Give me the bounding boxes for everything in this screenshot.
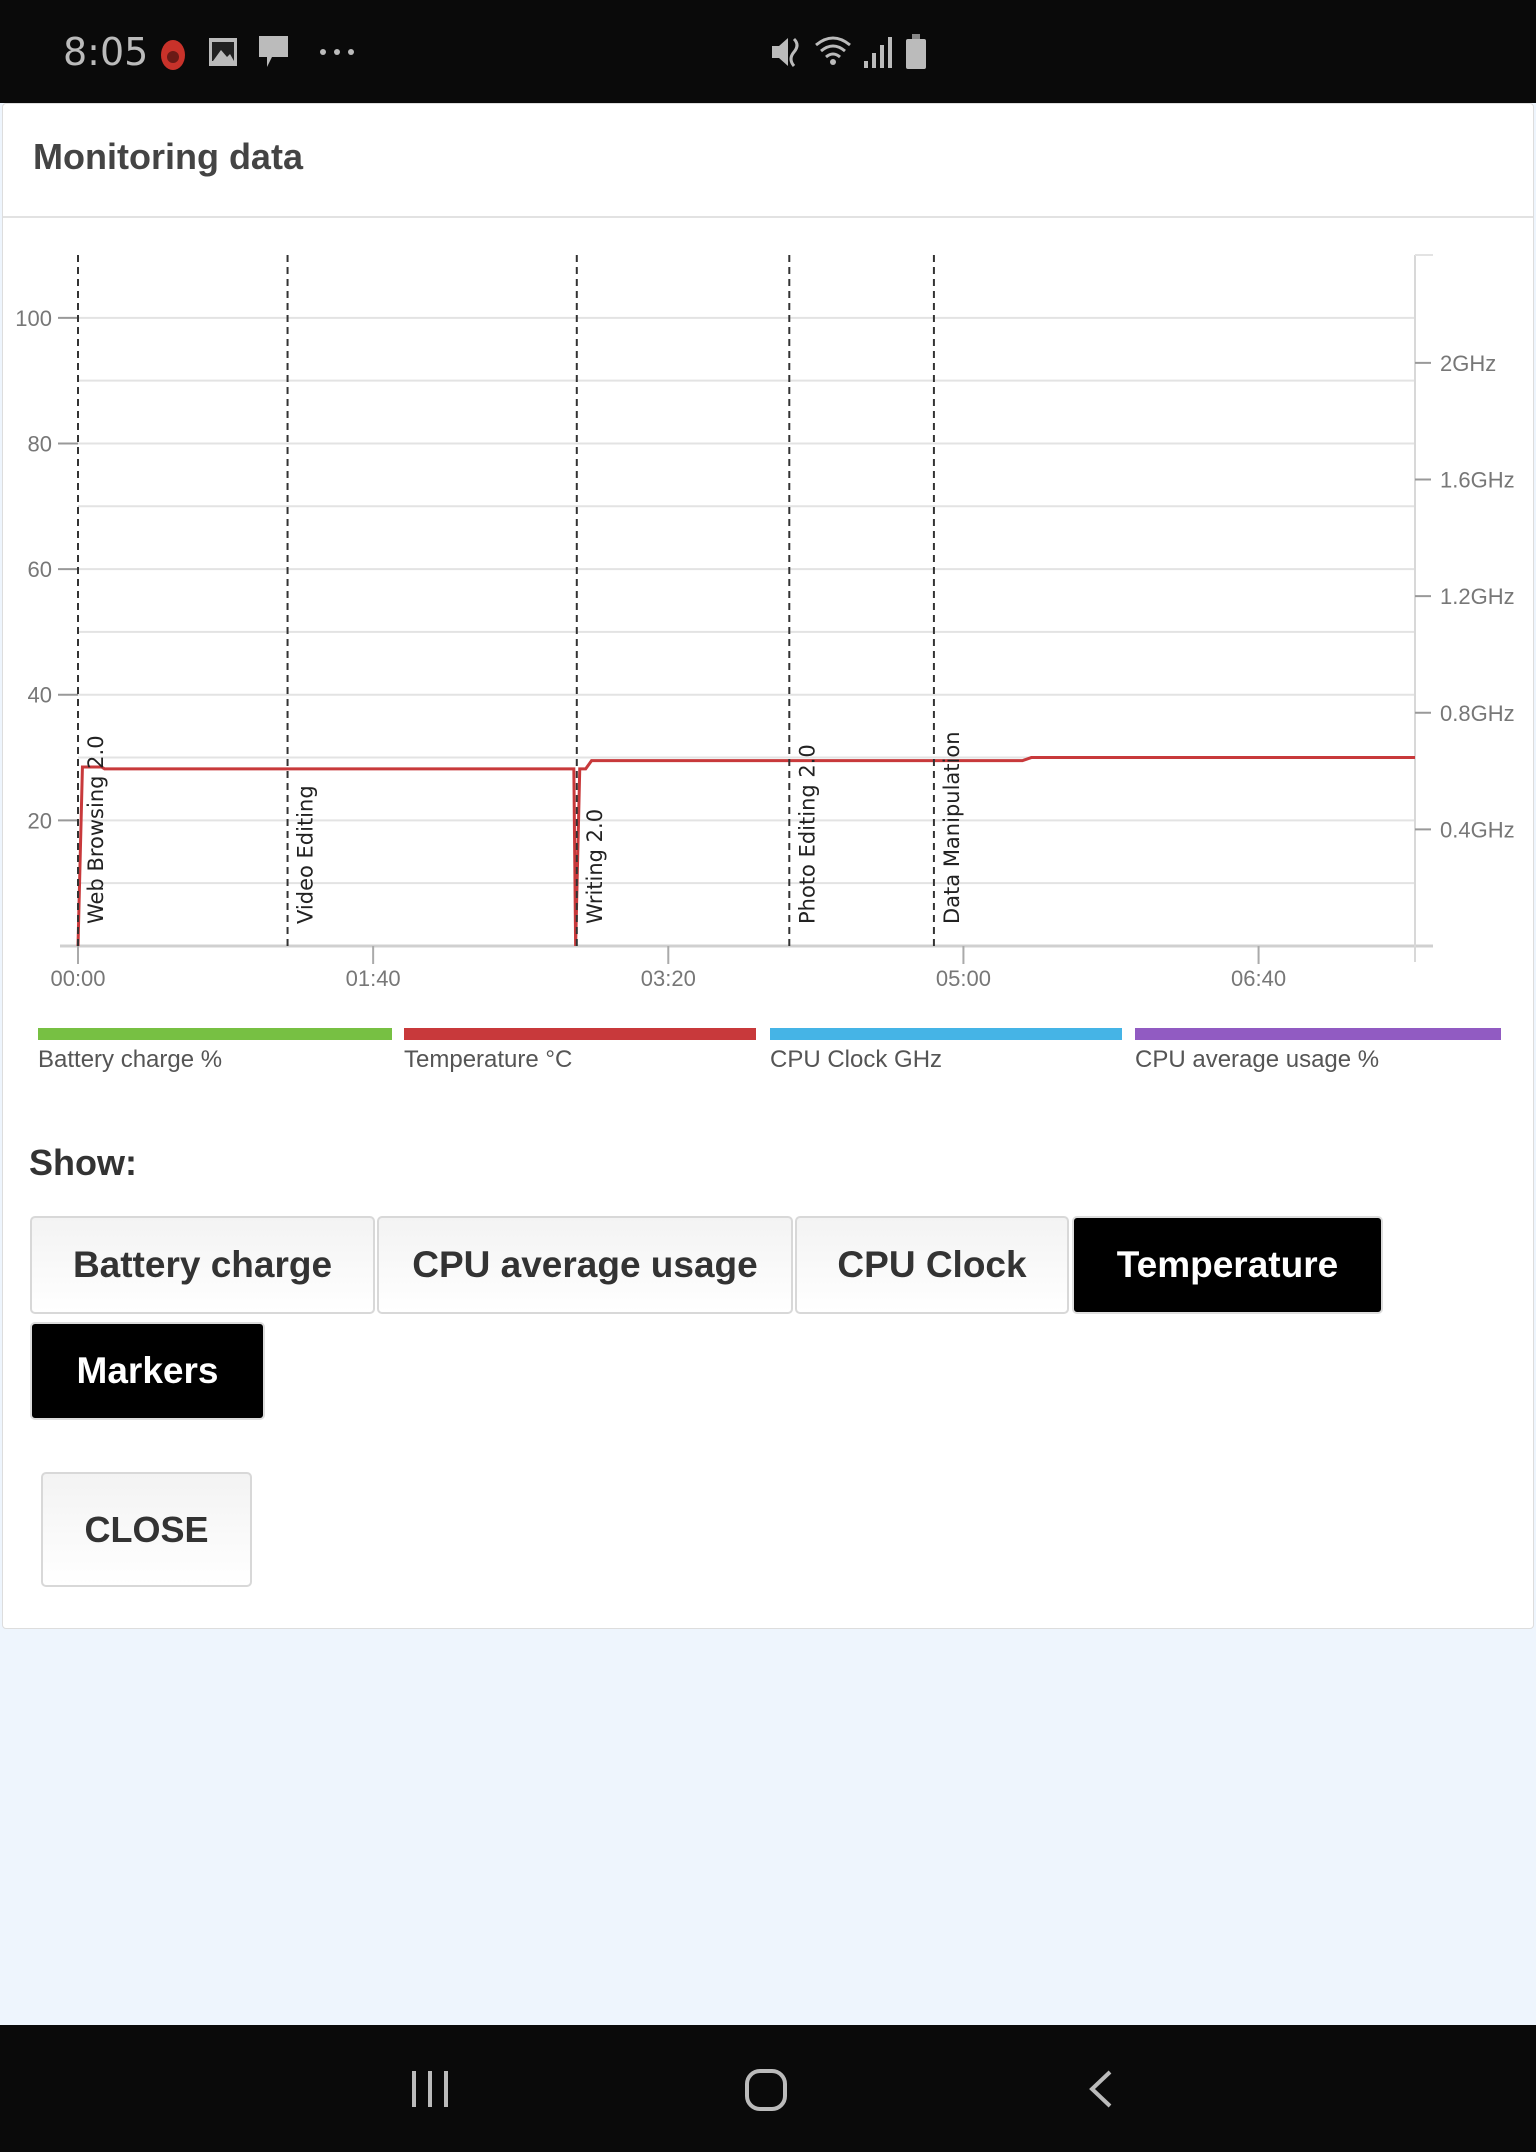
marker-label: Video Editing <box>294 785 318 924</box>
y-right-tick-label: 0.8GHz <box>1440 701 1515 726</box>
monitoring-chart: 20 40 60 80 100 0.4GHz 0.8GHz 1.2GHz 1.6GHz 2GHz 0… <box>15 254 1515 991</box>
app-flame-icon <box>158 34 188 70</box>
home-icon[interactable] <box>744 2068 788 2117</box>
wifi-icon <box>814 34 852 70</box>
legend-label: Battery charge % <box>38 1046 223 1073</box>
legend-label: CPU average usage % <box>1135 1046 1380 1073</box>
x-tick-label: 01:40 <box>346 966 401 991</box>
toggle-cpu-average-usage-button[interactable]: CPU average usage <box>377 1216 793 1314</box>
signal-icon <box>862 34 896 70</box>
marker-label: Web Browsing 2.0 <box>84 735 108 924</box>
legend-label: CPU Clock GHz <box>770 1046 943 1073</box>
y-right-tick-label: 2GHz <box>1440 351 1496 376</box>
y-right-tick-label: 1.6GHz <box>1440 468 1515 493</box>
legend-swatch <box>770 1028 1122 1040</box>
close-button[interactable]: CLOSE <box>41 1472 252 1587</box>
toggle-battery-charge-button[interactable]: Battery charge <box>30 1216 375 1314</box>
y-left-tick-label: 60 <box>28 557 52 582</box>
x-tick-label: 03:20 <box>641 966 696 991</box>
navigation-bar <box>0 2025 1536 2152</box>
y-right-tick-label: 1.2GHz <box>1440 584 1515 609</box>
temperature-series-line <box>76 756 1415 947</box>
toggle-markers-button[interactable]: Markers <box>30 1322 265 1420</box>
legend-swatch <box>1135 1028 1501 1040</box>
toggle-temperature-button[interactable]: Temperature <box>1072 1216 1383 1314</box>
title-divider <box>3 216 1533 218</box>
y-left-tick-label: 40 <box>28 683 52 708</box>
marker-label: Writing 2.0 <box>583 809 607 924</box>
y-left-tick-label: 20 <box>28 808 52 833</box>
dialog-title: Monitoring data <box>33 136 303 177</box>
marker-label: Data Manipulation <box>940 731 964 924</box>
status-bar: 8:05 <box>0 0 1536 103</box>
recents-icon[interactable] <box>410 2069 450 2114</box>
toggle-cpu-clock-button[interactable]: CPU Clock <box>795 1216 1069 1314</box>
image-icon <box>208 34 238 70</box>
message-icon <box>258 34 288 70</box>
monitoring-dialog: Monitoring data <box>2 103 1534 1629</box>
show-label: Show: <box>29 1142 137 1183</box>
y-right-tick-label: 0.4GHz <box>1440 817 1515 842</box>
battery-icon <box>904 34 928 70</box>
y-left-tick-label: 100 <box>15 306 52 331</box>
legend-swatch <box>38 1028 392 1040</box>
more-icon <box>318 34 358 70</box>
y-left-tick-label: 80 <box>28 431 52 456</box>
x-tick-label: 00:00 <box>50 966 105 991</box>
clock: 8:05 <box>63 30 149 74</box>
back-icon[interactable] <box>1086 2069 1116 2114</box>
mute-icon <box>770 34 804 70</box>
marker-label: Photo Editing 2.0 <box>795 744 819 924</box>
x-tick-label: 05:00 <box>936 966 991 991</box>
x-tick-label: 06:40 <box>1231 966 1286 991</box>
legend-swatch <box>404 1028 756 1040</box>
legend-label: Temperature °C <box>404 1046 573 1073</box>
